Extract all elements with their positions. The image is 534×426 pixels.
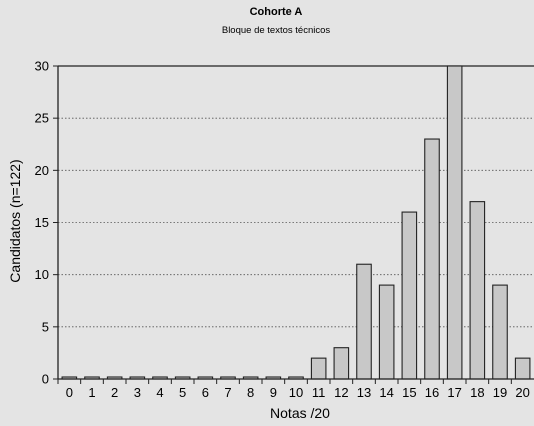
x-tick-labels: 0 1 2 3 4 5 6 7 8 9 10 11 12 13 14 15 16 17 18 19 20 — [66, 385, 530, 400]
bar-12 — [333, 347, 350, 380]
x-tick-label: 10 — [289, 385, 303, 400]
bar-11 — [310, 357, 327, 380]
y-tick-label: 10 — [35, 267, 49, 282]
y-tick-label: 20 — [35, 163, 49, 178]
bar-20 — [514, 357, 531, 380]
x-tick-label: 18 — [470, 385, 484, 400]
x-tick-label: 15 — [402, 385, 416, 400]
bar-19 — [492, 284, 508, 380]
chart-subtitle: Bloque de textos técnicos — [222, 25, 331, 36]
y-tick-label: 30 — [35, 59, 49, 74]
y-tick-labels: 0 5 10 15 20 25 30 — [35, 59, 49, 387]
gridlines — [58, 65, 534, 328]
bars — [61, 65, 531, 380]
y-axis-label: Candidatos (n=122) — [7, 159, 23, 282]
bar-16 — [424, 138, 440, 380]
y-tick-label: 25 — [35, 111, 49, 126]
x-tick-label: 3 — [134, 385, 141, 400]
bar-13 — [356, 263, 372, 380]
x-tick-label: 1 — [88, 385, 95, 400]
x-tick-label: 9 — [270, 385, 277, 400]
y-tick-label: 0 — [42, 372, 49, 387]
x-tick-label: 19 — [493, 385, 507, 400]
bar-15 — [401, 211, 418, 380]
axes — [53, 65, 534, 384]
x-tick-label: 11 — [312, 385, 326, 400]
x-tick-label: 8 — [247, 385, 254, 400]
y-tick-label: 5 — [42, 319, 49, 334]
bar-18 — [469, 201, 486, 380]
x-tick-label: 2 — [111, 385, 118, 400]
x-tick-label: 7 — [224, 385, 231, 400]
x-tick-label: 6 — [202, 385, 209, 400]
x-tick-label: 5 — [179, 385, 186, 400]
y-tick-label: 15 — [35, 215, 49, 230]
x-tick-label: 4 — [156, 385, 163, 400]
x-tick-label: 14 — [379, 385, 393, 400]
x-tick-label: 13 — [357, 385, 371, 400]
x-tick-label: 12 — [334, 385, 348, 400]
x-tick-label: 17 — [447, 385, 461, 400]
bar-14 — [378, 284, 395, 380]
chart-title: Cohorte A — [250, 6, 303, 18]
x-tick-label: 0 — [66, 385, 73, 400]
x-tick-label: 16 — [425, 385, 439, 400]
x-axis-label: Notas /20 — [270, 405, 330, 421]
x-tick-label: 20 — [515, 385, 529, 400]
bar-17 — [446, 65, 463, 380]
